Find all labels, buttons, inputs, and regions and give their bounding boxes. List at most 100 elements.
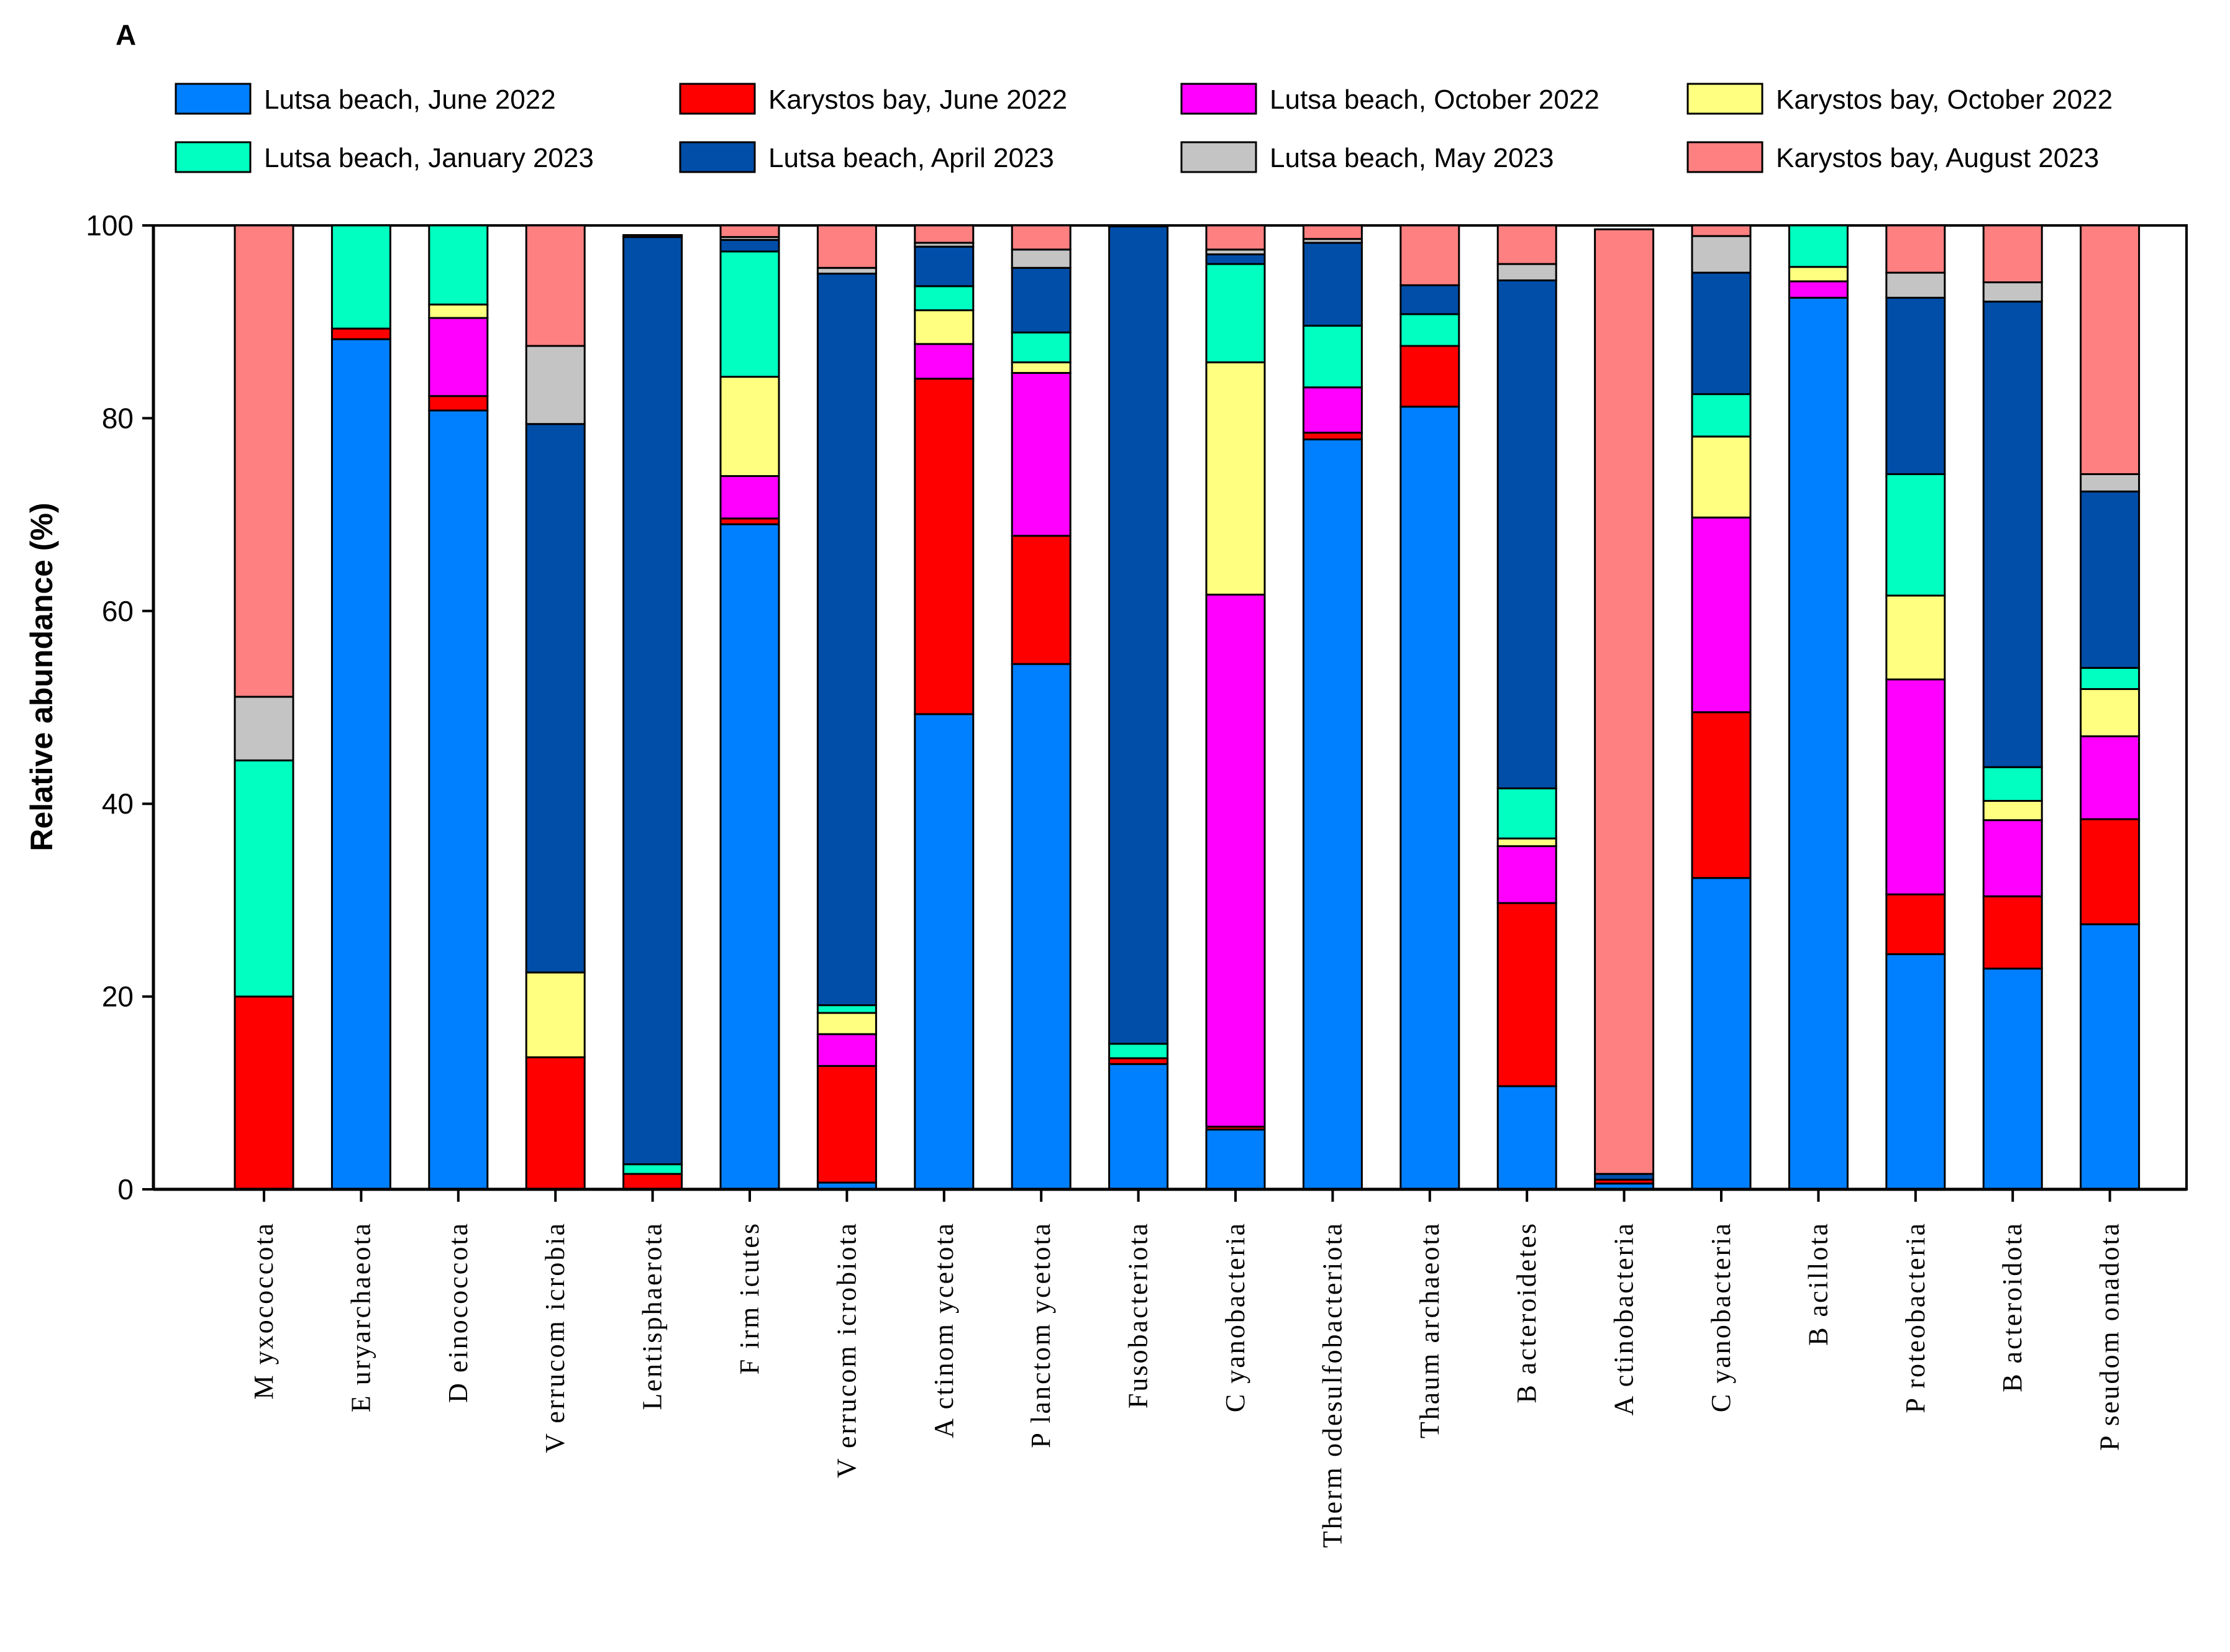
- x-tick-label-euryarchaeota: E uryarchaeota: [345, 1222, 376, 1412]
- x-tick-label-lentisphaerota: Lentisphaerota: [637, 1222, 668, 1410]
- bar-segment-thaumarchaeota-karystos-bay-august-2023: [1399, 224, 1460, 286]
- bar-segment-proteobacteria-lutsa-beach-may-2023: [1885, 271, 1946, 299]
- legend-label: Karystos bay, October 2022: [1776, 84, 2113, 115]
- bar-segment-proteobacteria-lutsa-beach-october-2022: [1885, 678, 1946, 896]
- bar-segment-firmicutes-karystos-bay-august-2023: [719, 224, 780, 238]
- x-tick-label-deinococcota: D einococcota: [443, 1222, 473, 1403]
- legend-swatch: [1686, 141, 1764, 173]
- legend-item-karystos-bay-august-2023: Karystos bay, August 2023: [1686, 141, 2099, 173]
- bar-segment-cyanobacteria-karystos-bay-august-2023: [1205, 224, 1266, 251]
- bar-segment-bacteroidota-lutsa-beach-june-2022: [1982, 968, 2043, 1191]
- bar-segment-lentisphaerota-karystos-bay-june-2022: [622, 1173, 683, 1191]
- bar-segment-deinococcota-lutsa-beach-january-2023: [428, 224, 489, 306]
- bar-segment-planctomycetota-lutsa-beach-october-2022: [1011, 371, 1072, 537]
- bar-segment-cyanobacteria-karystos-bay-june-2022: [1691, 711, 1752, 879]
- bar-segment-verrucomicrobia-karystos-bay-october-2022: [525, 971, 586, 1058]
- bar-segment-deinococcota-lutsa-beach-june-2022: [428, 409, 489, 1191]
- bar-segment-actinomycetota-lutsa-beach-june-2022: [914, 713, 975, 1191]
- bar-segment-lentisphaerota-lutsa-beach-may-2023: [622, 234, 683, 238]
- bar-segment-cyanobacteria-lutsa-beach-january-2023: [1205, 263, 1266, 363]
- y-axis-label: Relative abundance (%): [24, 502, 59, 851]
- bar-segment-actinomycetota-karystos-bay-august-2023: [914, 224, 975, 244]
- bar-segment-firmicutes-lutsa-beach-october-2022: [719, 475, 780, 520]
- legend-label: Lutsa beach, June 2022: [264, 84, 556, 115]
- y-tick-label: 100: [86, 209, 134, 242]
- x-tick-label-firmicutes: F irm icutes: [734, 1222, 765, 1374]
- bar-segment-pseudomonadota-lutsa-beach-october-2022: [2080, 735, 2141, 820]
- x-tick-label-bacteroidota: B acteroidota: [1997, 1222, 2027, 1392]
- legend-label: Lutsa beach, January 2023: [264, 143, 594, 173]
- y-tick-label: 20: [102, 981, 134, 1013]
- y-tick-label: 0: [117, 1173, 134, 1205]
- bar-segment-myxococcota-lutsa-beach-may-2023: [234, 696, 294, 761]
- bar-segment-actinomycetota-lutsa-beach-october-2022: [914, 343, 975, 380]
- bar-segment-firmicutes-karystos-bay-october-2022: [719, 376, 780, 478]
- bar-segment-pseudomonadota-karystos-bay-june-2022: [2080, 818, 2141, 925]
- bar-segment-fusobacteriota-lutsa-beach-june-2022: [1108, 1063, 1169, 1191]
- bar-segment-bacillota-karystos-bay-october-2022: [1788, 266, 1849, 283]
- bar-segment-bacillota-lutsa-beach-october-2022: [1788, 280, 1849, 299]
- x-tick-label-pseudomonadota: P seudom onadota: [2095, 1222, 2125, 1451]
- bar-segment-verrucomicrobia-lutsa-beach-may-2023: [525, 345, 586, 425]
- x-tick-label-planctomycetota: P lanctom ycetota: [1026, 1222, 1056, 1448]
- bar-segment-verrucomicrobiota-lutsa-beach-january-2023: [816, 1004, 877, 1014]
- bar-segment-lentisphaerota-lutsa-beach-january-2023: [622, 1163, 683, 1175]
- x-tick-label-verrucomicrobiota: V errucom icrobiota: [831, 1222, 862, 1478]
- bar-segment-verrucomicrobia-lutsa-beach-april-2023: [525, 423, 586, 974]
- x-tick-label-bacillota: B acillota: [1803, 1222, 1833, 1346]
- bar-segment-verrucomicrobiota-karystos-bay-october-2022: [816, 1012, 877, 1035]
- bar-segment-bacillota-lutsa-beach-january-2023: [1788, 224, 1849, 268]
- legend-item-karystos-bay-october-2022: Karystos bay, October 2022: [1686, 83, 2113, 115]
- bar-segment-cyanobacteria-lutsa-beach-april-2023: [1205, 253, 1266, 265]
- plot-area: [152, 224, 2188, 1191]
- bar-segment-cyanobacteria-lutsa-beach-april-2023: [1691, 271, 1752, 396]
- bar-segment-verrucomicrobiota-lutsa-beach-october-2022: [816, 1033, 877, 1067]
- x-tick-label-thermodesulfobacteriota: Therm odesulfobacteriota: [1317, 1222, 1347, 1548]
- bar-segment-planctomycetota-karystos-bay-october-2022: [1011, 361, 1072, 374]
- bar-segment-thermodesulfobacteriota-lutsa-beach-april-2023: [1302, 242, 1363, 327]
- legend-swatch: [1686, 83, 1764, 115]
- x-tick-label-actinobacteria: A ctinobacteria: [1609, 1222, 1639, 1416]
- bar-segment-pseudomonadota-karystos-bay-august-2023: [2080, 224, 2141, 475]
- bar-segment-bacteroidetes-karystos-bay-august-2023: [1496, 224, 1557, 265]
- bar-segment-cyanobacteria-lutsa-beach-may-2023: [1691, 235, 1752, 274]
- bar-segment-pseudomonadota-lutsa-beach-june-2022: [2080, 923, 2141, 1191]
- legend-swatch: [679, 83, 756, 115]
- bar-segment-planctomycetota-lutsa-beach-may-2023: [1011, 248, 1072, 269]
- bar-segment-thermodesulfobacteriota-lutsa-beach-january-2023: [1302, 324, 1363, 389]
- bar-segment-verrucomicrobiota-karystos-bay-august-2023: [816, 224, 877, 269]
- bar-segment-fusobacteriota-lutsa-beach-april-2023: [1108, 225, 1169, 1045]
- legend-swatch: [1180, 83, 1257, 115]
- legend-label: Karystos bay, August 2023: [1776, 143, 2099, 173]
- bar-segment-proteobacteria-karystos-bay-october-2022: [1885, 594, 1946, 681]
- bar-segment-firmicutes-lutsa-beach-january-2023: [719, 250, 780, 378]
- bar-segment-thaumarchaeota-lutsa-beach-january-2023: [1399, 313, 1460, 347]
- bar-segment-firmicutes-lutsa-beach-april-2023: [719, 238, 780, 253]
- y-tick-label: 60: [102, 595, 134, 627]
- bar-segment-thaumarchaeota-lutsa-beach-april-2023: [1399, 284, 1460, 315]
- bar-segment-bacteroidota-lutsa-beach-january-2023: [1982, 766, 2043, 802]
- legend-item-karystos-bay-june-2022: Karystos bay, June 2022: [679, 83, 1067, 115]
- bar-segment-planctomycetota-lutsa-beach-june-2022: [1011, 663, 1072, 1191]
- legend: Lutsa beach, June 2022 Karystos bay, June…: [175, 83, 2113, 173]
- legend-label: Lutsa beach, May 2023: [1270, 143, 1554, 173]
- bar-segment-pseudomonadota-lutsa-beach-may-2023: [2080, 473, 2141, 492]
- bar-segment-thermodesulfobacteriota-karystos-bay-june-2022: [1302, 432, 1363, 441]
- bar-segment-bacteroidetes-lutsa-beach-april-2023: [1496, 279, 1557, 789]
- bar-segment-fusobacteriota-lutsa-beach-january-2023: [1108, 1043, 1169, 1060]
- bar-segment-thermodesulfobacteriota-lutsa-beach-june-2022: [1302, 438, 1363, 1191]
- panel-label: A: [116, 19, 136, 51]
- bar-segment-thaumarchaeota-karystos-bay-june-2022: [1399, 345, 1460, 408]
- bar-segment-bacillota-lutsa-beach-june-2022: [1788, 296, 1849, 1191]
- bar-segment-actinomycetota-karystos-bay-june-2022: [914, 378, 975, 715]
- bar-segment-myxococcota-lutsa-beach-january-2023: [234, 759, 294, 998]
- x-tick-label-bacteroidetes: B acteroidetes: [1511, 1222, 1542, 1403]
- legend-swatch: [1180, 141, 1257, 173]
- bar-segment-bacteroidota-lutsa-beach-april-2023: [1982, 301, 2043, 768]
- x-tick-label-fusobacteriota: Fusobacteriota: [1123, 1222, 1154, 1409]
- bar-segment-proteobacteria-lutsa-beach-april-2023: [1885, 296, 1946, 475]
- bar-segment-bacteroidota-lutsa-beach-october-2022: [1982, 819, 2043, 897]
- bar-segment-deinococcota-karystos-bay-october-2022: [428, 303, 489, 319]
- bar-segment-thermodesulfobacteriota-lutsa-beach-october-2022: [1302, 386, 1363, 434]
- x-tick-label-thaumarchaeota: Thaum archaeota: [1414, 1222, 1445, 1438]
